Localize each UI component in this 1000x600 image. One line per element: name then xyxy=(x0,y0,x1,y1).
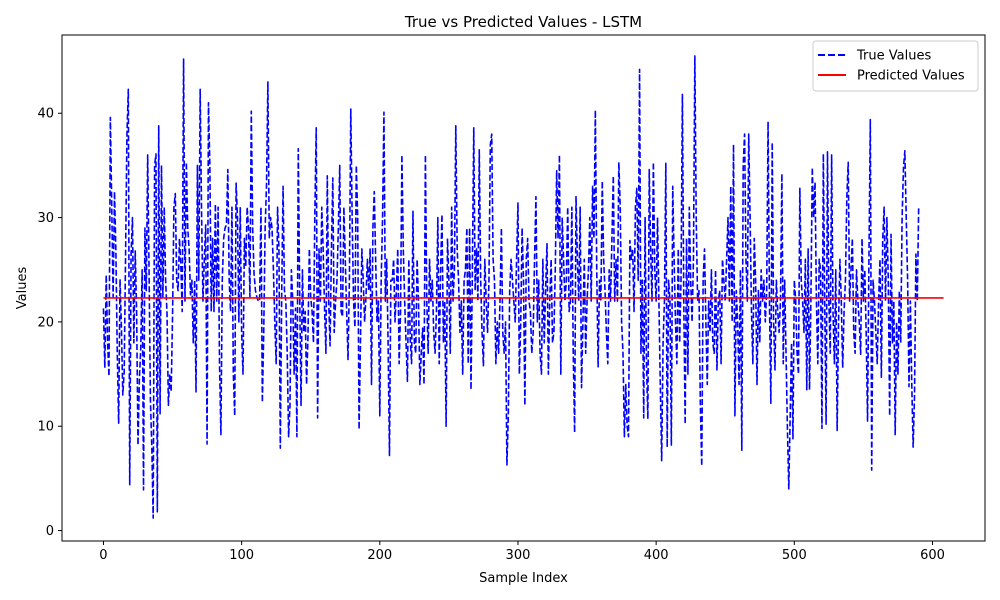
x-tick-label: 0 xyxy=(99,548,107,563)
y-tick-label: 0 xyxy=(46,524,54,539)
y-tick-label: 30 xyxy=(37,211,54,226)
legend-predicted-label: Predicted Values xyxy=(857,69,965,84)
plot-area xyxy=(102,55,944,519)
x-tick-label: 300 xyxy=(506,548,531,563)
axes-frame xyxy=(61,34,986,542)
x-tick-label: 100 xyxy=(229,548,254,563)
y-axis-label: Values xyxy=(15,267,30,310)
y-tick-label: 20 xyxy=(37,315,54,330)
axes: 0 100 200 300 400 500 600 0 10 20 30 40 xyxy=(37,34,986,563)
legend: True Values Predicted Values xyxy=(812,40,979,92)
x-axis-label: Sample Index xyxy=(479,571,568,586)
chart-title: True vs Predicted Values - LSTM xyxy=(404,13,642,31)
y-tick-label: 10 xyxy=(37,420,54,435)
x-tick-label: 200 xyxy=(367,548,392,563)
y-tick-label: 40 xyxy=(37,107,54,122)
x-tick-label: 600 xyxy=(920,548,945,563)
true-values-line xyxy=(102,55,920,519)
x-tick-label: 400 xyxy=(644,548,669,563)
legend-box xyxy=(812,40,979,92)
x-tick-label: 500 xyxy=(782,548,807,563)
legend-true-label: True Values xyxy=(856,49,931,64)
